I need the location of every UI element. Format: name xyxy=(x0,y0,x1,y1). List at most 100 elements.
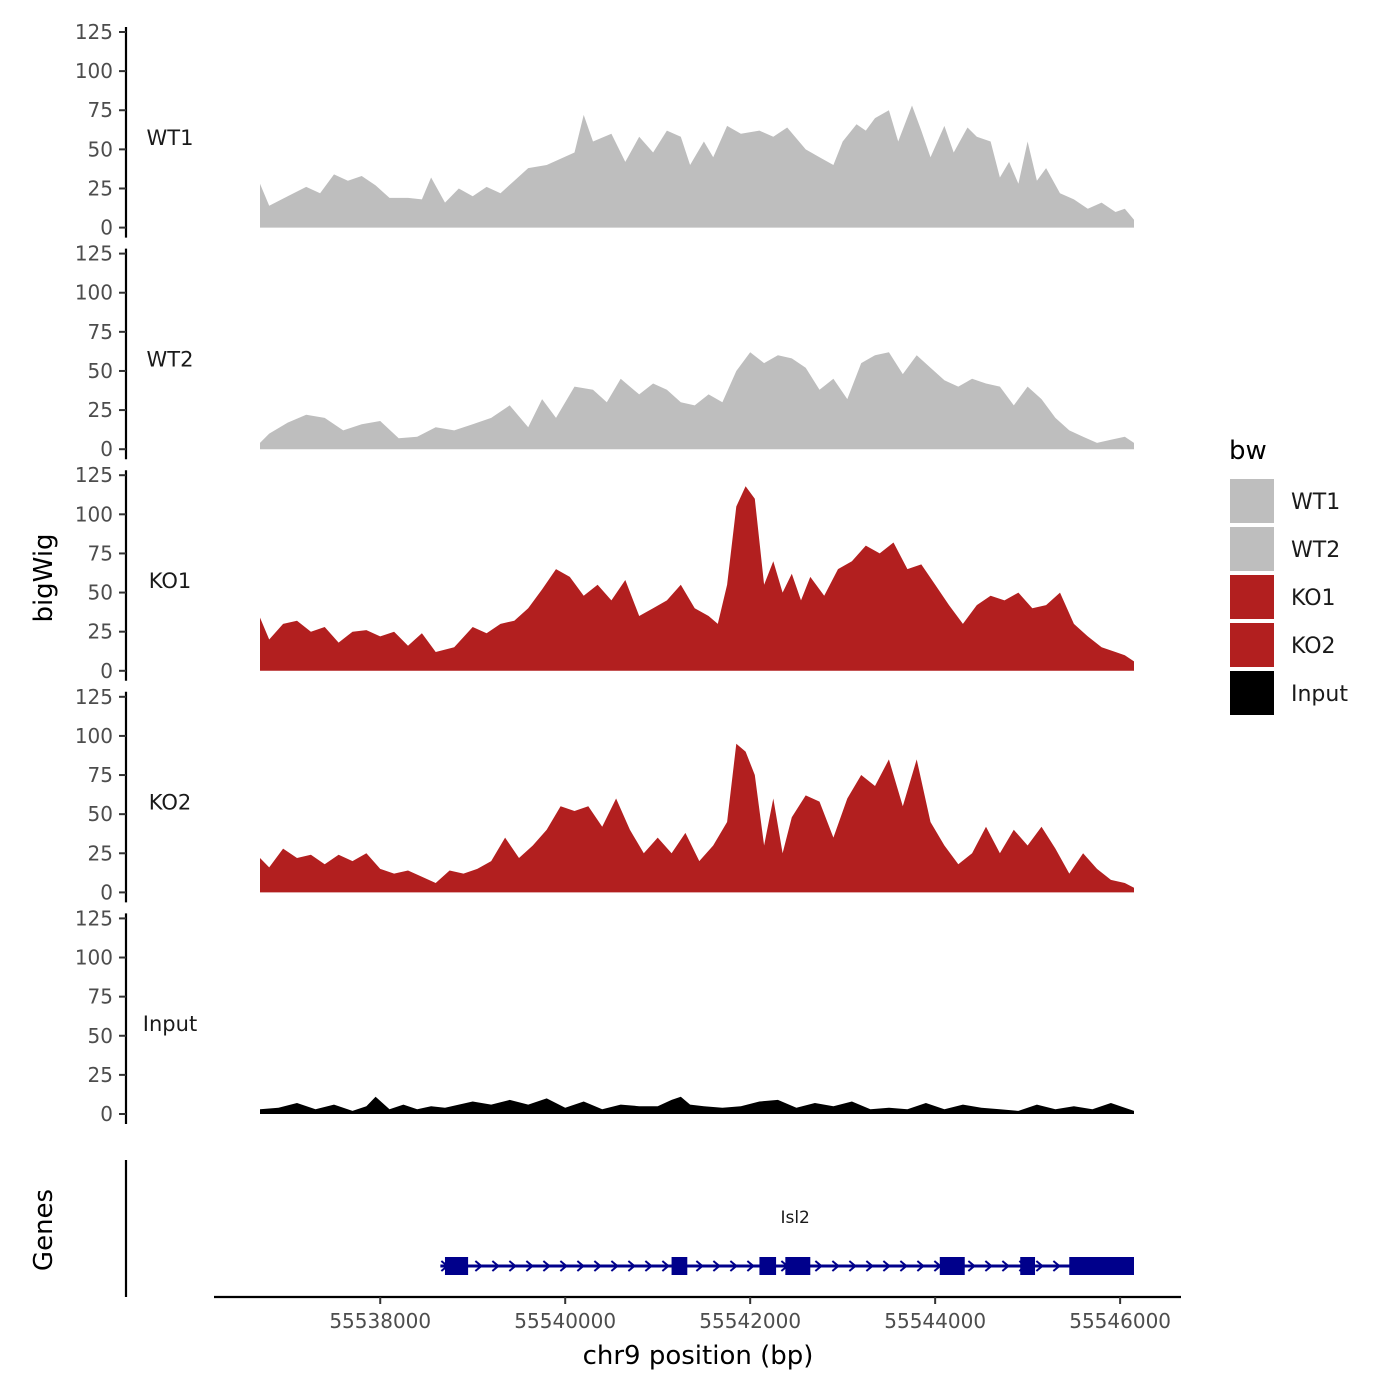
strand-arrow xyxy=(542,1260,551,1272)
strand-arrow xyxy=(899,1260,908,1272)
strand-arrow xyxy=(627,1260,636,1272)
gene-exon xyxy=(671,1257,688,1275)
strand-arrow xyxy=(491,1260,500,1272)
strand-arrow xyxy=(661,1260,670,1272)
y-tick-label: 0 xyxy=(100,1102,113,1126)
y-tick-label: 0 xyxy=(100,659,113,683)
legend-swatch-wt1 xyxy=(1230,479,1274,523)
strand-arrow xyxy=(814,1260,823,1272)
strand-arrow xyxy=(593,1260,602,1272)
coverage-area-wt2 xyxy=(260,352,1134,450)
y-tick-label: 25 xyxy=(88,620,113,644)
strand-arrow xyxy=(1052,1260,1061,1272)
y-tick-label: 50 xyxy=(88,581,113,605)
genes-panel: Isl2 xyxy=(124,1160,1134,1297)
legend-swatch-ko1 xyxy=(1230,575,1274,619)
y-tick-label: 75 xyxy=(88,541,113,565)
y-tick-label: 25 xyxy=(88,1063,113,1087)
track-label: Input xyxy=(143,1012,197,1036)
legend-swatch-ko2 xyxy=(1230,623,1274,667)
x-tick-label: 55544000 xyxy=(884,1309,986,1333)
y-tick-label: 125 xyxy=(75,20,113,44)
strand-arrow xyxy=(746,1260,755,1272)
track-panel-wt1: 0 25 50 75 100 125 WT1 xyxy=(75,20,1134,240)
strand-arrow xyxy=(695,1260,704,1272)
gene-model: Isl2 xyxy=(440,1208,1134,1275)
gene-exon xyxy=(444,1257,469,1275)
strand-arrow xyxy=(576,1260,585,1272)
y-tick-label: 25 xyxy=(88,176,113,200)
y-tick-label: 125 xyxy=(75,906,113,930)
x-tick-label: 55542000 xyxy=(699,1309,801,1333)
y-tick-label: 125 xyxy=(75,463,113,487)
strand-arrow xyxy=(559,1260,568,1272)
gene-exon xyxy=(1020,1257,1036,1275)
strand-arrow xyxy=(1035,1260,1044,1272)
strand-arrow xyxy=(865,1260,874,1272)
legend-label-wt2: WT2 xyxy=(1291,538,1340,563)
gene-exon xyxy=(1069,1257,1134,1275)
track-panel-ko1: 0 25 50 75 100 125 KO1 xyxy=(75,463,1134,683)
x-tick-label: 55538000 xyxy=(329,1309,431,1333)
y-tick-label: 50 xyxy=(88,359,113,383)
legend-title: bw xyxy=(1229,436,1267,466)
x-axis-title: chr9 position (bp) xyxy=(583,1341,814,1371)
y-tick-label: 0 xyxy=(100,437,113,461)
strand-arrow xyxy=(474,1260,483,1272)
track-label: WT2 xyxy=(147,347,194,371)
coverage-area-ko1 xyxy=(260,486,1134,671)
legend-swatch-input xyxy=(1230,671,1274,715)
legend-label-input: Input xyxy=(1291,682,1348,707)
legend-label-wt1: WT1 xyxy=(1291,490,1340,515)
gene-exon xyxy=(939,1257,965,1275)
y-tick-label: 100 xyxy=(75,946,113,970)
legend-swatch-wt2 xyxy=(1230,527,1274,571)
strand-arrow xyxy=(712,1260,721,1272)
y-tick-label: 100 xyxy=(75,281,113,305)
legend-label-ko2: KO2 xyxy=(1291,634,1336,659)
track-label: KO2 xyxy=(149,791,192,815)
strand-arrow xyxy=(729,1260,738,1272)
y-tick-label: 0 xyxy=(100,880,113,904)
tracks-layer: 0 25 50 75 100 125 WT1 0 25 50 75 100 125 WT2 0 25 50 75 1… xyxy=(75,20,1134,1126)
gene-label: Isl2 xyxy=(780,1208,809,1228)
track-label: KO1 xyxy=(149,569,192,593)
x-axis: 55538000 55540000 55542000 55544000 55546000 xyxy=(214,1295,1181,1333)
strand-arrow xyxy=(967,1260,976,1272)
y-tick-label: 75 xyxy=(88,763,113,787)
x-tick-label: 55546000 xyxy=(1069,1309,1171,1333)
y-tick-label: 50 xyxy=(88,802,113,826)
gene-exon xyxy=(759,1257,777,1275)
strand-arrow xyxy=(984,1260,993,1272)
coverage-area-input xyxy=(260,1096,1134,1114)
y-tick-label: 100 xyxy=(75,502,113,526)
legend-label-ko1: KO1 xyxy=(1291,586,1336,611)
y-tick-label: 100 xyxy=(75,59,113,83)
y-tick-label: 50 xyxy=(88,137,113,161)
y-tick-label: 100 xyxy=(75,724,113,748)
strand-arrow xyxy=(610,1260,619,1272)
genes-track-label: Genes xyxy=(29,1189,59,1271)
y-tick-label: 25 xyxy=(88,398,113,422)
y-axis-title: bigWig xyxy=(29,533,59,622)
y-tick-label: 75 xyxy=(88,985,113,1009)
strand-arrow xyxy=(525,1260,534,1272)
track-panel-wt2: 0 25 50 75 100 125 WT2 xyxy=(75,242,1134,461)
x-tick-label: 55540000 xyxy=(514,1309,616,1333)
coverage-area-ko2 xyxy=(260,743,1134,893)
strand-arrow xyxy=(1001,1260,1010,1272)
y-tick-label: 75 xyxy=(88,98,113,122)
y-tick-label: 125 xyxy=(75,242,113,266)
y-tick-label: 25 xyxy=(88,841,113,865)
y-tick-label: 125 xyxy=(75,685,113,709)
coverage-area-wt1 xyxy=(260,105,1134,228)
track-label: WT1 xyxy=(147,126,194,150)
track-panel-input: 0 25 50 75 100 125 Input xyxy=(75,906,1134,1126)
strand-arrow xyxy=(882,1260,891,1272)
legend: bw WT1 WT2 KO1 KO2 Input xyxy=(1229,436,1348,715)
strand-arrow xyxy=(644,1260,653,1272)
y-tick-label: 0 xyxy=(100,216,113,240)
strand-arrow xyxy=(831,1260,840,1272)
y-tick-label: 75 xyxy=(88,320,113,344)
